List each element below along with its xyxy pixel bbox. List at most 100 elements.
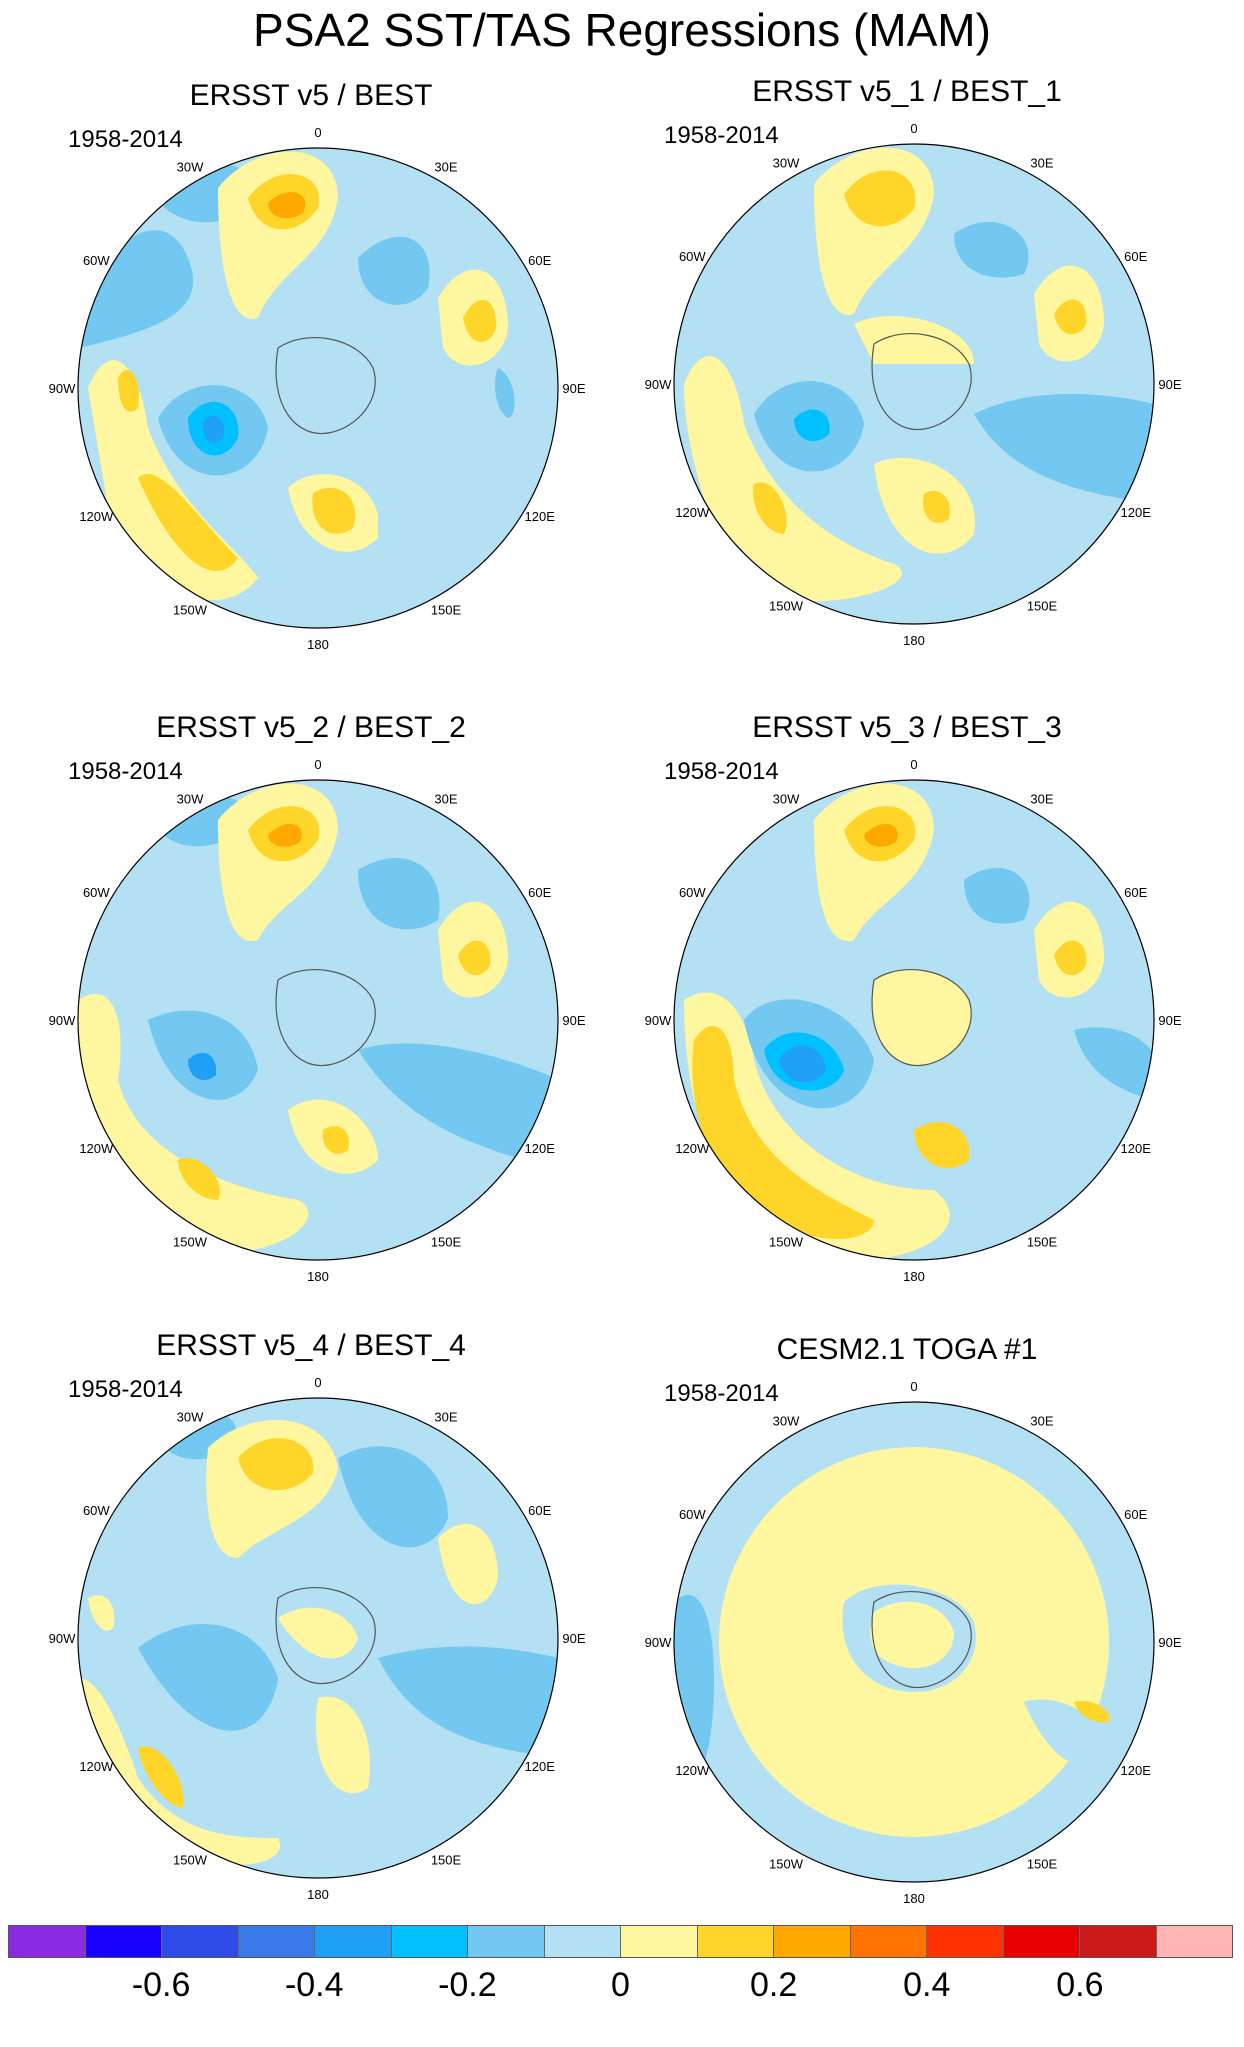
panel-years: 1958-2014 <box>664 1380 779 1407</box>
lon-label: 30W <box>773 791 800 806</box>
colorbar-label: 0 <box>611 1966 630 2004</box>
lon-label: 30E <box>1030 1413 1053 1428</box>
lon-label: 0 <box>314 757 321 772</box>
lon-label: 120W <box>79 509 114 524</box>
panel-title: ERSST v5 / BEST <box>189 79 433 112</box>
lon-label: 60W <box>679 249 706 264</box>
lon-label: 90E <box>562 381 585 396</box>
lon-label: 180 <box>307 1269 329 1284</box>
lon-label: 120W <box>79 1141 114 1156</box>
lon-label: 30W <box>773 155 800 170</box>
colorbar-label: 0.6 <box>1056 1966 1104 2004</box>
panel-ersst-best: ERSST v5 / BEST 1958-2014 0 30E <box>0 78 622 698</box>
colorbar-label: -0.2 <box>438 1966 497 2004</box>
panel-title: ERSST v5_1 / BEST_1 <box>752 75 1062 108</box>
lon-label: 60W <box>83 253 110 268</box>
lon-label: 60E <box>528 885 551 900</box>
main-title: PSA2 SST/TAS Regressions (MAM) <box>253 4 991 56</box>
panel-years: 1958-2014 <box>68 758 183 785</box>
panel-ersst-best-2: ERSST v5_2 / BEST_2 1958-2014 0 30E 60E 90E… <box>0 710 622 1330</box>
panel-title: ERSST v5_3 / BEST_3 <box>752 711 1062 744</box>
lon-label: 90E <box>562 1631 585 1646</box>
lon-label: 150E <box>1027 1857 1058 1872</box>
polar-map: 0 30E 60E 90E 120E 150E 180 150W 120W 90W 60W 30W <box>645 1379 1182 1906</box>
lon-label: 150W <box>173 603 208 618</box>
colorbar-label: 0.2 <box>749 1966 798 2004</box>
panel-ersst-best-1: ERSST v5_1 / BEST_1 1958-2014 0 30E 60E 90E… <box>596 74 1218 694</box>
panel-years: 1958-2014 <box>68 126 183 153</box>
colorbar-label: 0.4 <box>903 1966 951 2004</box>
polar-map: 0 30E 60E 90E 120E 150E 180 150W 120W 90W 60W 30W <box>49 757 586 1284</box>
lon-label: 120W <box>79 1759 114 1774</box>
lon-label: 90W <box>645 1013 672 1028</box>
lon-label: 150E <box>431 1853 462 1868</box>
lon-label: 180 <box>307 1887 329 1902</box>
lon-label: 90E <box>1158 1013 1181 1028</box>
lon-label: 0 <box>910 121 917 136</box>
colorbar-swatch <box>238 1926 315 1957</box>
lon-label: 180 <box>307 637 329 652</box>
colorbar-swatch <box>85 1926 162 1957</box>
panel-years: 1958-2014 <box>664 758 779 785</box>
colorbar-swatch <box>391 1926 468 1957</box>
lon-label: 30E <box>434 1409 457 1424</box>
lon-label: 90W <box>645 1635 672 1650</box>
lon-label: 30E <box>434 159 457 174</box>
lon-label: 120E <box>525 509 556 524</box>
colorbar-swatch <box>468 1926 545 1957</box>
lon-label: 120W <box>675 1763 710 1778</box>
lon-label: 150W <box>769 599 804 614</box>
panel-ersst-best-4: ERSST v5_4 / BEST_4 1958-2014 0 30E 60E 90E… <box>0 1328 622 1948</box>
lon-label: 150E <box>1027 1235 1058 1250</box>
lon-label: 60W <box>83 885 110 900</box>
lon-label: 150W <box>173 1853 208 1868</box>
colorbar <box>8 1925 1233 1958</box>
panel-title: ERSST v5_2 / BEST_2 <box>156 711 466 744</box>
lon-label: 90E <box>562 1013 585 1028</box>
panel-years: 1958-2014 <box>664 122 779 149</box>
lon-label: 30W <box>177 1409 204 1424</box>
lon-label: 150E <box>431 603 462 618</box>
lon-label: 120E <box>525 1759 556 1774</box>
polar-map: 0 30E 60E 90E 120E 150E 180 150W 120W 90W 60W 30W <box>49 1375 586 1902</box>
lon-label: 60E <box>528 253 551 268</box>
lon-label: 90W <box>49 1013 76 1028</box>
lon-label: 0 <box>314 125 321 140</box>
lon-label: 0 <box>910 1379 917 1394</box>
lon-label: 60E <box>1124 885 1147 900</box>
lon-label: 30W <box>177 791 204 806</box>
panel-title: ERSST v5_4 / BEST_4 <box>156 1329 466 1362</box>
lon-label: 30W <box>773 1413 800 1428</box>
lon-label: 90E <box>1158 377 1181 392</box>
colorbar-swatch <box>621 1926 698 1957</box>
lon-label: 120E <box>1121 1141 1152 1156</box>
colorbar-swatch <box>9 1926 86 1957</box>
lon-label: 120E <box>1121 505 1152 520</box>
lon-label: 30E <box>1030 155 1053 170</box>
polar-map: 0 30E 60E 90E 120E 150E 180 150W 120W 90W 60W 30W <box>645 121 1182 648</box>
lon-label: 180 <box>903 1891 925 1906</box>
colorbar-swatch <box>697 1926 774 1957</box>
colorbar-swatch <box>1156 1926 1232 1957</box>
lon-label: 90W <box>49 1631 76 1646</box>
lon-label: 120W <box>675 505 710 520</box>
colorbar-swatch <box>850 1926 927 1957</box>
lon-label: 60E <box>1124 1507 1147 1522</box>
lon-label: 60W <box>679 885 706 900</box>
lon-label: 90W <box>645 377 672 392</box>
lon-label: 60W <box>679 1507 706 1522</box>
polar-map: 0 30E 60E 90E 120E 150E 180 150W 120W 90W 60W 30W <box>49 125 586 652</box>
lon-label: 120W <box>675 1141 710 1156</box>
lon-label: 60W <box>83 1503 110 1518</box>
colorbar-swatch <box>774 1926 851 1957</box>
colorbar-swatch <box>927 1926 1004 1957</box>
lon-label: 90E <box>1158 1635 1181 1650</box>
colorbar-swatch <box>162 1926 239 1957</box>
colorbar-swatch <box>1003 1926 1080 1957</box>
panel-ersst-best-3: ERSST v5_3 / BEST_3 1958-2014 0 30E 60E 90E… <box>596 710 1218 1330</box>
colorbar-swatch <box>315 1926 392 1957</box>
panel-title: CESM2.1 TOGA #1 <box>776 1333 1038 1366</box>
lon-label: 150W <box>769 1235 804 1250</box>
colorbar-label: -0.4 <box>284 1966 344 2004</box>
lon-label: 30W <box>177 159 204 174</box>
